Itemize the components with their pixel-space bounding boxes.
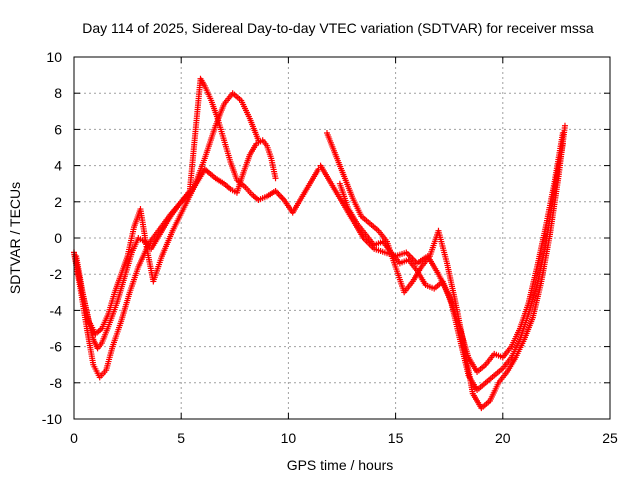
data-point (561, 122, 568, 129)
x-tick-label: 10 (281, 430, 297, 446)
y-tick-label: 2 (54, 194, 62, 210)
x-tick-label: 15 (388, 430, 404, 446)
y-tick-label: 10 (46, 49, 62, 65)
x-axis-label: GPS time / hours (287, 457, 394, 473)
y-tick-label: -6 (50, 339, 63, 355)
series-trace-a (71, 137, 279, 352)
y-tick-labels: -10 -8 -6 -4 -2 0 2 4 6 8 10 (42, 49, 62, 427)
x-tick-labels: 0 5 10 15 20 25 (70, 430, 618, 446)
data-point (559, 140, 566, 147)
data-point (255, 137, 262, 144)
y-tick-label: -4 (50, 302, 63, 318)
data-point (272, 175, 279, 182)
series-trace-f (336, 140, 566, 394)
x-tick-label: 0 (70, 430, 78, 446)
x-tick-label: 5 (177, 430, 185, 446)
y-tick-label: 0 (54, 230, 62, 246)
y-tick-label: -10 (42, 411, 62, 427)
y-axis-label: SDTVAR / TECUs (7, 182, 23, 294)
x-tick-label: 25 (602, 430, 618, 446)
series-trace-b (71, 75, 322, 381)
chart-title: Day 114 of 2025, Sidereal Day-to-day VTE… (82, 20, 594, 36)
y-tick-label: -2 (50, 266, 63, 282)
series-trace-c (73, 90, 262, 337)
y-tick-label: 4 (54, 158, 62, 174)
plot-frame (73, 56, 611, 420)
data-points (71, 75, 568, 412)
y-tick-label: 6 (54, 121, 62, 137)
x-tick-label: 20 (495, 430, 511, 446)
y-tick-label: -8 (50, 375, 63, 391)
y-tick-label: 8 (54, 85, 62, 101)
